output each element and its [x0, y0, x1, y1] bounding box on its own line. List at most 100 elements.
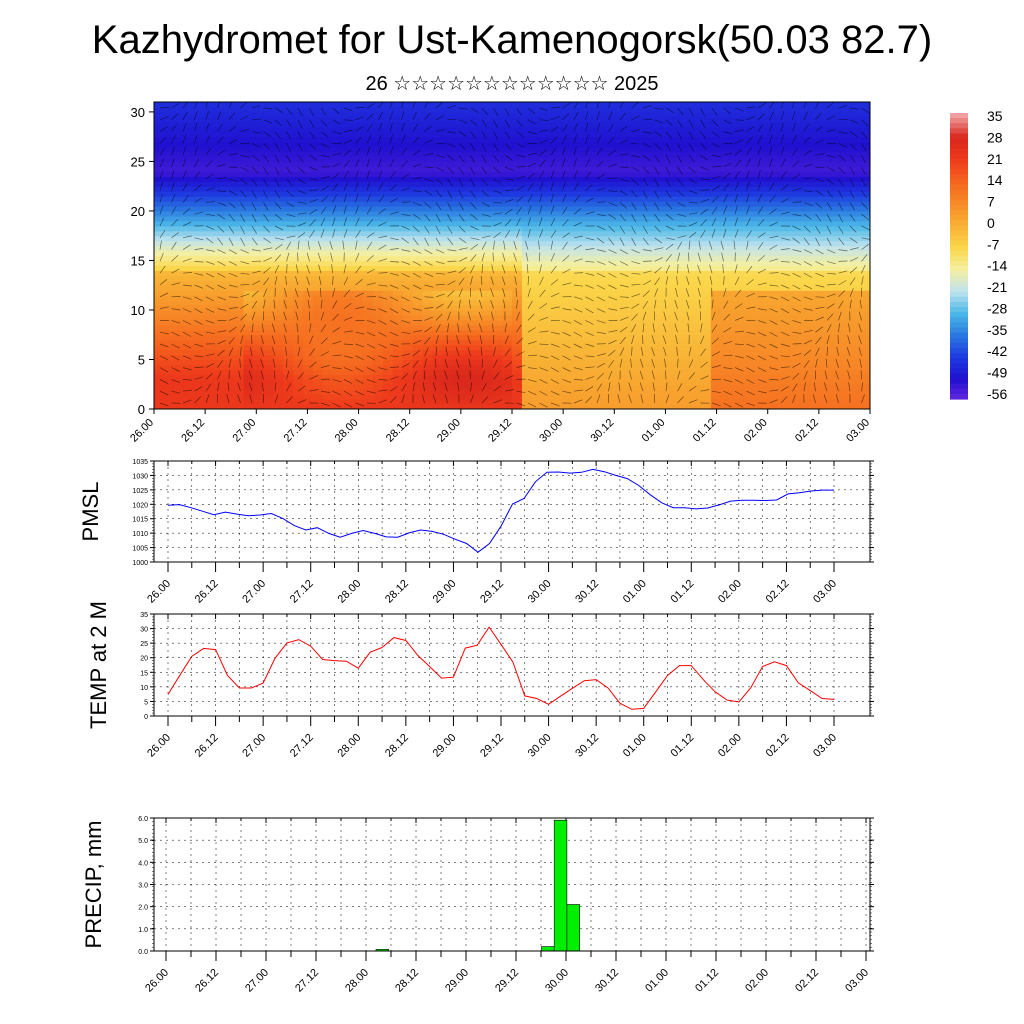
wind-barb [700, 154, 709, 161]
wind-barb [343, 139, 353, 144]
heatmap-cell [223, 196, 235, 202]
heatmap-cell [372, 305, 384, 311]
heatmap-cell [203, 136, 215, 143]
heatmap-cell [213, 309, 225, 316]
heatmap-cell [293, 404, 304, 409]
heatmap-cell [531, 161, 543, 167]
heatmap-cell [422, 171, 434, 177]
heatmap-cell [213, 230, 225, 237]
wind-barb [205, 122, 210, 132]
heatmap-cell [631, 131, 642, 138]
heatmap-cell [860, 309, 870, 316]
heatmap-cell [193, 141, 205, 148]
heatmap-cell [293, 235, 304, 242]
wind-barb [458, 107, 468, 110]
heatmap-cell [850, 201, 861, 207]
heatmap-cell [372, 126, 384, 133]
heatmap-cell [710, 245, 722, 252]
heatmap-cell [710, 111, 722, 118]
heatmap-cell [710, 260, 722, 266]
heatmap-cell [760, 235, 772, 242]
heatmap-cell [691, 290, 702, 296]
heatmap-cell [362, 359, 374, 366]
heatmap-cell [651, 111, 662, 118]
heatmap-cell [591, 280, 603, 286]
heatmap-cell [452, 295, 463, 301]
heatmap-cell [154, 111, 165, 118]
heatmap-cell [223, 235, 235, 242]
heatmap-cell [770, 106, 782, 113]
heatmap-cell [263, 359, 274, 366]
heatmap-cell [412, 196, 424, 202]
heatmap-cell [273, 329, 284, 336]
heatmap-cell [154, 384, 165, 390]
heatmap-cell [382, 309, 394, 316]
heatmap-cell [601, 235, 613, 242]
heatmap-cell [631, 196, 642, 202]
heatmap-cell [442, 324, 453, 331]
heatmap-cell [720, 379, 732, 385]
heatmap-cell [591, 399, 603, 405]
heatmap-cell [850, 111, 861, 118]
heatmap-cell [502, 399, 513, 405]
heatmap-cell [283, 191, 294, 197]
heatmap-cell [223, 384, 235, 390]
heatmap-cell [611, 146, 622, 153]
heatmap-cell [333, 329, 344, 336]
heatmap-cell [780, 191, 792, 197]
heatmap-cell [213, 220, 225, 227]
heatmap-cell [720, 399, 732, 405]
heatmap-cell [502, 106, 513, 113]
heatmap-cell [213, 404, 225, 409]
heatmap-cell [800, 314, 811, 321]
heatmap-cell [541, 309, 553, 316]
heatmap-cell [770, 314, 782, 321]
heatmap-cell [750, 295, 762, 301]
heatmap-cell [352, 324, 364, 331]
heatmap-cell [323, 339, 334, 346]
heatmap-cell [860, 344, 870, 351]
heatmap-cell [720, 126, 732, 133]
heatmap-cell [382, 131, 394, 138]
wind-barb [654, 119, 664, 124]
heatmap-cell [352, 102, 364, 108]
heatmap-cell [770, 260, 782, 266]
wind-barb [550, 106, 560, 109]
heatmap-cell [372, 399, 384, 405]
heatmap-cell [681, 389, 692, 395]
wind-barb [435, 115, 445, 121]
heatmap-cell [342, 275, 354, 281]
heatmap-cell [362, 394, 374, 400]
heatmap-cell [223, 225, 235, 232]
heatmap-cell [333, 314, 344, 321]
heatmap-cell [342, 285, 354, 291]
heatmap-cell [651, 300, 662, 306]
heatmap-cell [840, 230, 851, 237]
heatmap-cell [303, 106, 314, 113]
heatmap-cell [293, 255, 304, 262]
heatmap-cell [720, 300, 732, 306]
heatmap-cell [840, 275, 851, 281]
wind-barb [194, 184, 202, 191]
heatmap-cell [601, 116, 613, 123]
heatmap-cell [342, 329, 354, 336]
heatmap-cell [193, 354, 205, 361]
heatmap-cell [502, 156, 513, 163]
heatmap-cell [273, 250, 284, 257]
heatmap-cell [800, 191, 811, 197]
heatmap-cell [243, 210, 255, 217]
heatmap-cell [173, 334, 185, 341]
heatmap-cell [323, 285, 334, 291]
heatmap-cell [551, 205, 563, 212]
heatmap-cell [691, 305, 702, 311]
heatmap-cell [482, 240, 493, 247]
heatmap-cell [442, 285, 453, 291]
heatmap-cell [362, 176, 374, 182]
heatmap-cell [233, 116, 245, 123]
heatmap-cell [860, 285, 870, 291]
heatmap-cell [342, 230, 354, 237]
heatmap-cell [581, 339, 593, 346]
heatmap-cell [571, 205, 583, 212]
heatmap-cell [233, 359, 245, 366]
heatmap-cell [402, 156, 414, 163]
